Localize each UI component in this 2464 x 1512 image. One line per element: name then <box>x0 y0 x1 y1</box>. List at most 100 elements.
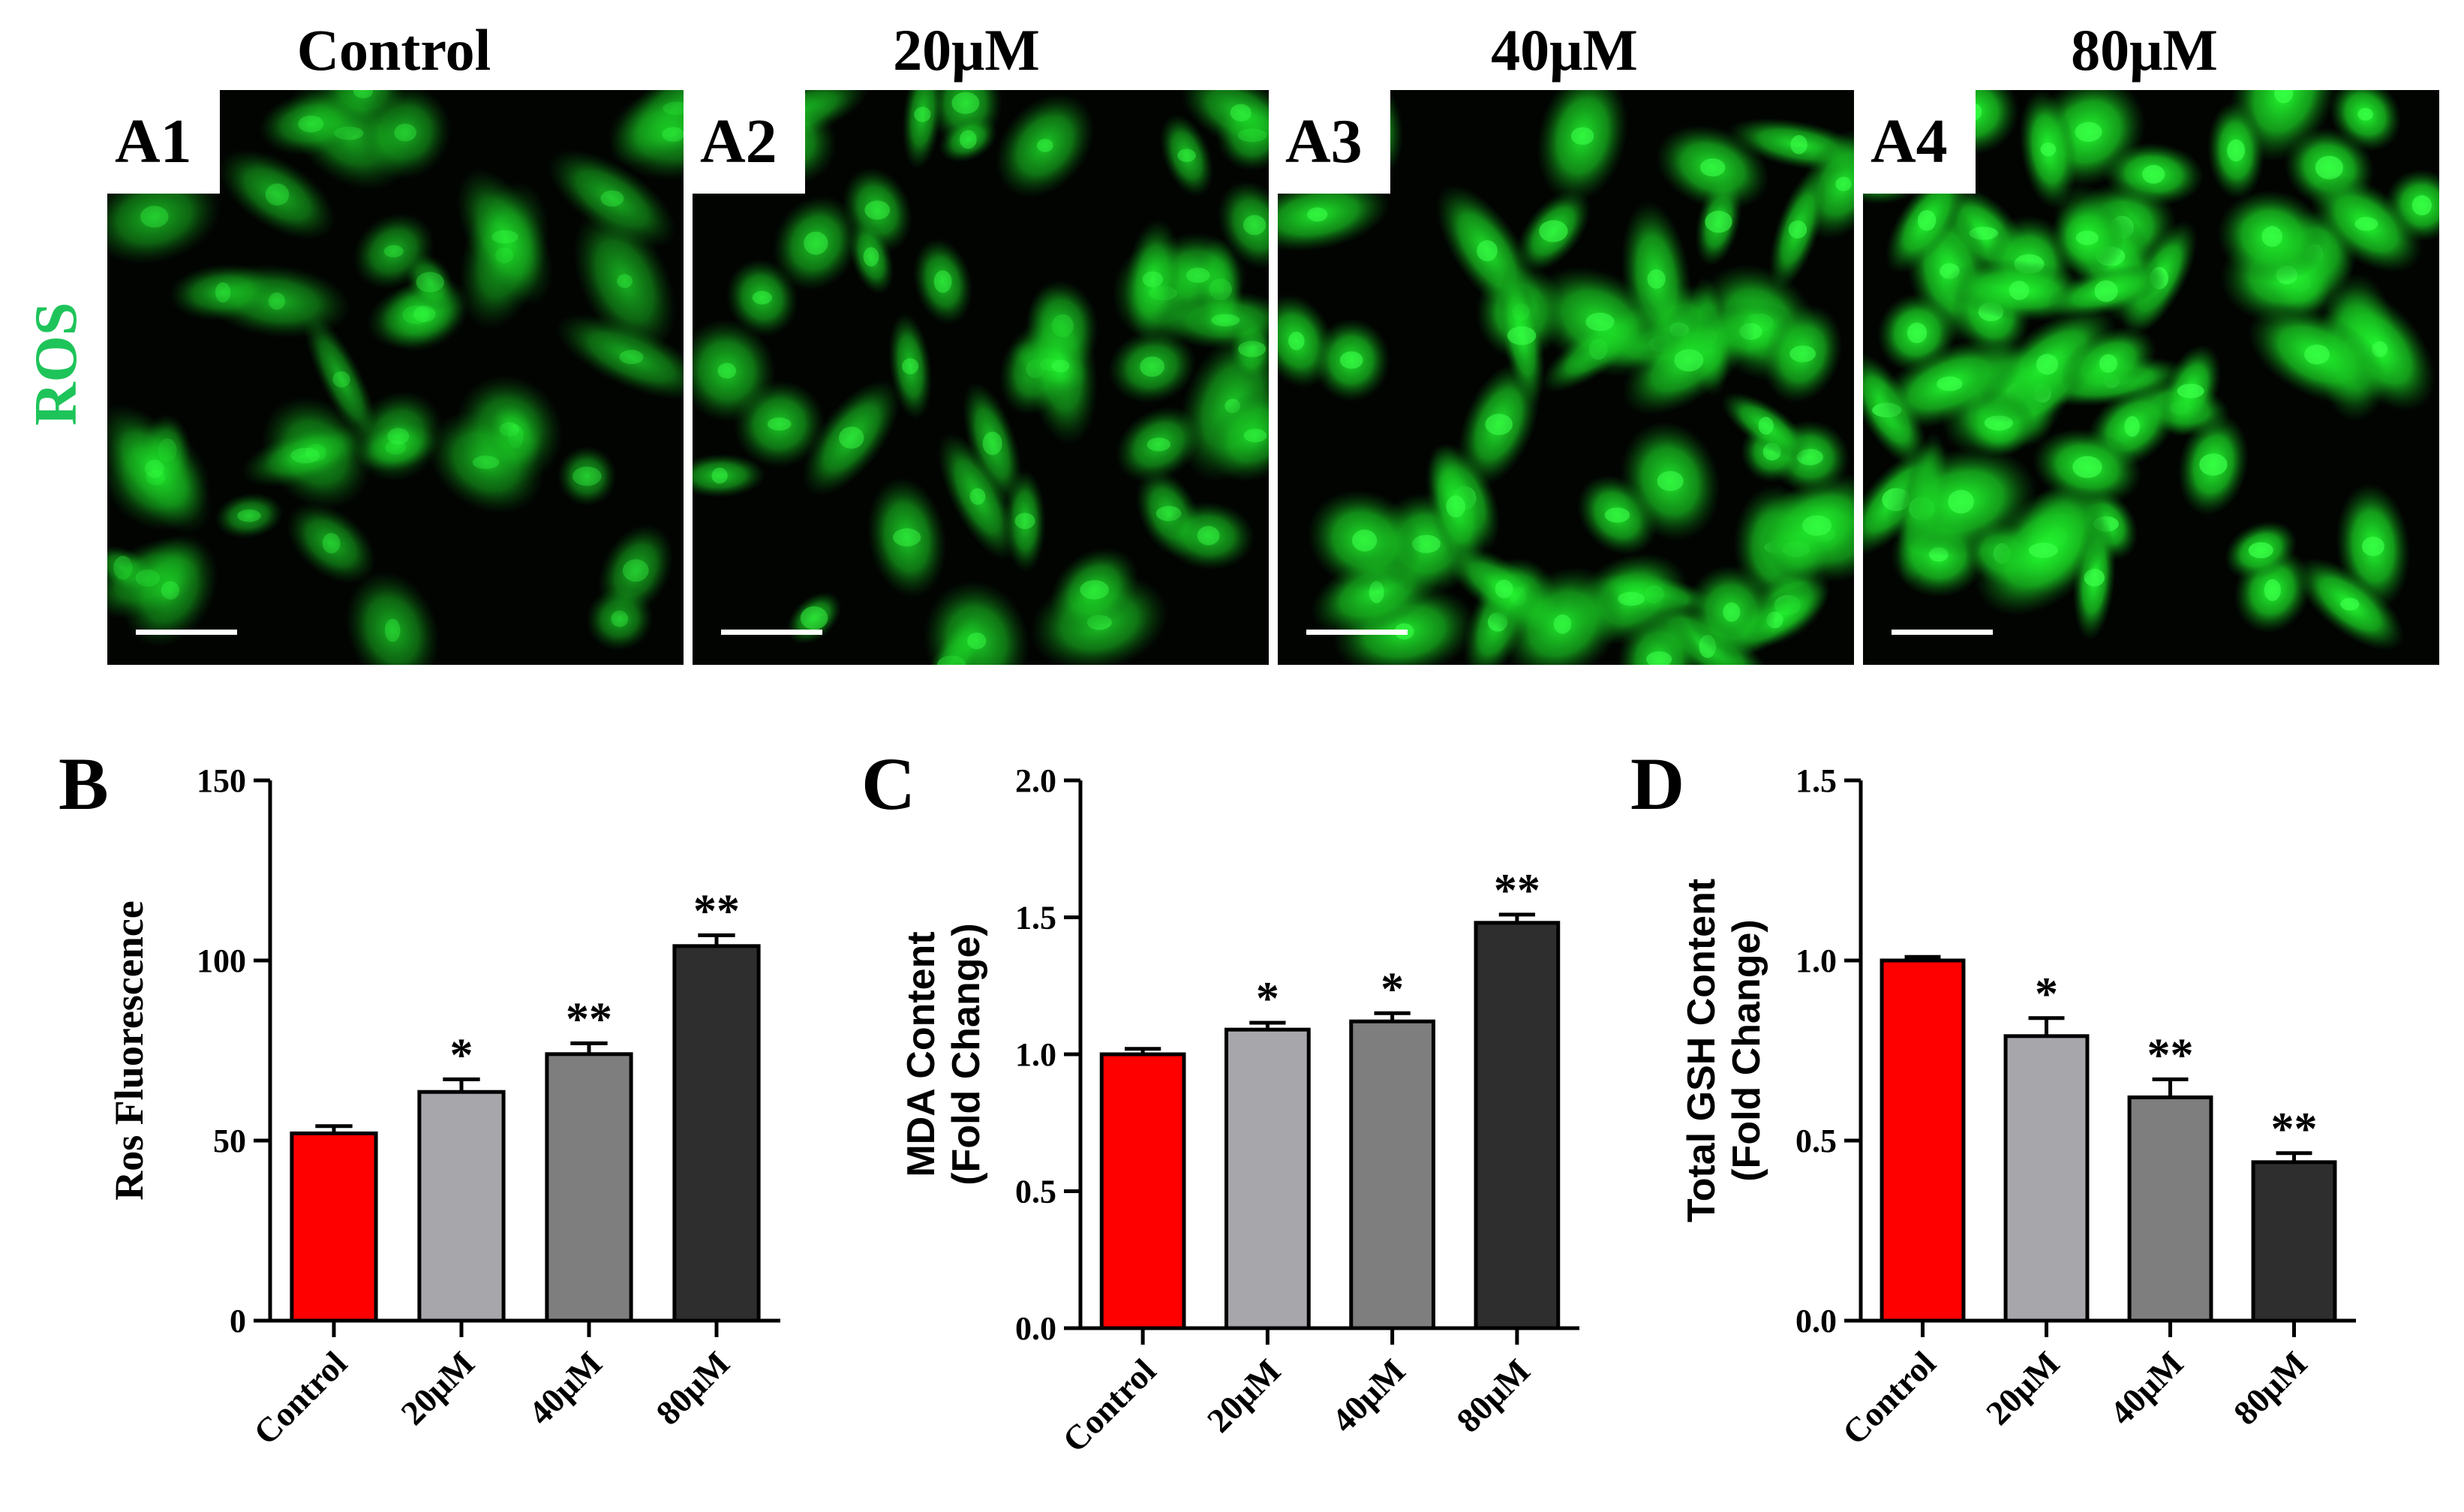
scale-bar <box>136 630 237 635</box>
cell-nucleus <box>416 272 444 293</box>
cell-nucleus <box>1539 220 1568 242</box>
cell-blob <box>428 410 544 514</box>
cell-blob <box>962 382 1023 505</box>
cell-nucleus <box>1604 507 1630 523</box>
cell-blob <box>902 90 943 170</box>
cell-nucleus <box>1177 149 1196 162</box>
cell-nucleus <box>2075 122 2102 142</box>
y-axis-label-units: (Fold Change) <box>945 923 988 1186</box>
cell-nucleus <box>863 247 879 267</box>
cell-blob <box>215 492 284 539</box>
cell-nucleus <box>951 92 980 114</box>
cell-nucleus <box>1700 158 1726 177</box>
cell-nucleus <box>332 371 350 388</box>
cell-blob <box>867 476 947 598</box>
micrograph-a3: A3 <box>1278 90 1854 665</box>
y-tick-label: 150 <box>197 762 246 799</box>
column-title-control: Control <box>296 17 491 83</box>
cell-nucleus <box>491 230 518 244</box>
cell-nucleus <box>717 362 737 379</box>
cell-nucleus <box>2142 164 2165 184</box>
bar <box>1880 958 1966 1323</box>
cell-blob <box>258 92 363 156</box>
cell-nucleus <box>2274 90 2294 104</box>
cell-blob <box>912 238 973 326</box>
significance-marker: ** <box>2147 1030 2194 1081</box>
y-tick-label: 1.0 <box>1795 942 1837 979</box>
chart-b-ros-fluorescence: 0 50 100 150 Ros Fluorescence Control * 20μM ** 4… <box>0 743 825 1508</box>
significance-marker: * <box>2035 969 2058 1020</box>
cell-nucleus <box>1036 139 1053 152</box>
panel-letter-b: B <box>59 742 109 825</box>
cell-blob <box>287 503 377 584</box>
cell-nucleus <box>1507 326 1537 345</box>
bar <box>1349 1019 1435 1330</box>
cell-nucleus <box>1485 413 1513 435</box>
cell-blob <box>218 149 336 240</box>
cell-nucleus <box>387 428 410 445</box>
panel-tag-a4: A4 <box>1863 90 1976 194</box>
cell-blob <box>1208 389 1269 482</box>
y-tick-label: 50 <box>213 1123 246 1159</box>
cell-nucleus <box>1647 269 1666 289</box>
cell-nucleus <box>1477 240 1498 262</box>
cell-nucleus <box>322 533 341 554</box>
chart-svg: 0.0 0.5 1.0 1.5 Total GSH Content (Fold Chang… <box>1680 762 2356 1452</box>
column-title-20um: 20μM <box>893 17 1040 83</box>
cell-nucleus <box>969 488 986 505</box>
cell-blob <box>939 116 998 163</box>
significance-marker: ** <box>566 993 612 1045</box>
cell-nucleus <box>161 581 180 600</box>
cell-nucleus <box>2411 195 2432 216</box>
y-tick-label: 1.5 <box>1015 900 1056 936</box>
cell-nucleus <box>617 274 633 288</box>
y-tick-label: 2.0 <box>1015 762 1056 799</box>
cell-nucleus <box>353 90 374 99</box>
chart-d-gsh-content: 0.0 0.5 1.0 1.5 Total GSH Content (Fold Chang… <box>0 743 2464 1508</box>
fluorescence-image <box>693 90 1269 665</box>
x-tick-label: 20μM <box>1979 1344 2067 1432</box>
cell-blob <box>1115 406 1202 483</box>
significance-marker: ** <box>2271 1104 2318 1155</box>
cell-blob <box>848 219 894 295</box>
cell-nucleus <box>2124 416 2140 437</box>
cell-blob <box>693 453 766 498</box>
cell-nucleus <box>1790 135 1807 155</box>
cell-blob <box>888 312 933 420</box>
cell-nucleus <box>384 618 401 642</box>
cell-nucleus <box>2099 354 2117 373</box>
bar <box>2127 1095 2213 1323</box>
bar <box>417 1090 506 1323</box>
cell-nucleus <box>2199 453 2228 476</box>
cell-nucleus <box>1014 513 1035 530</box>
cell-blob <box>995 93 1095 198</box>
cell-nucleus <box>2357 107 2373 121</box>
cell-nucleus <box>237 509 261 522</box>
bar <box>2003 1034 2090 1323</box>
cell-blob <box>1160 114 1214 197</box>
cell-nucleus <box>752 290 772 305</box>
x-tick-label: Control <box>1835 1344 1943 1452</box>
significance-marker: * <box>450 1030 473 1081</box>
cell-nucleus <box>394 123 416 142</box>
y-axis-label-units: (Fold Change) <box>1725 919 1768 1182</box>
x-tick-label: 80μM <box>2226 1344 2315 1432</box>
cell-nucleus <box>982 431 1002 455</box>
cell-blob <box>1023 287 1098 446</box>
cell-blob <box>802 379 900 496</box>
cell-nucleus <box>1352 529 1378 552</box>
cell-nucleus <box>1618 591 1645 606</box>
cell-nucleus <box>1243 215 1267 236</box>
chart-c-mda-content: 0.0 0.5 1.0 1.5 2.0 MDA Content (Fold Change) C… <box>0 743 1651 1508</box>
cell-blob <box>107 404 212 534</box>
cell-blob <box>1107 329 1197 404</box>
cell-nucleus <box>914 107 931 122</box>
y-axis-label: MDA Content <box>900 931 943 1177</box>
cell-blob <box>693 319 776 423</box>
cell-blob <box>555 314 684 401</box>
cell-nucleus <box>572 466 602 486</box>
cell-nucleus <box>1140 356 1165 377</box>
y-tick-label: 0.0 <box>1795 1303 1837 1339</box>
cell-nucleus <box>600 190 624 207</box>
